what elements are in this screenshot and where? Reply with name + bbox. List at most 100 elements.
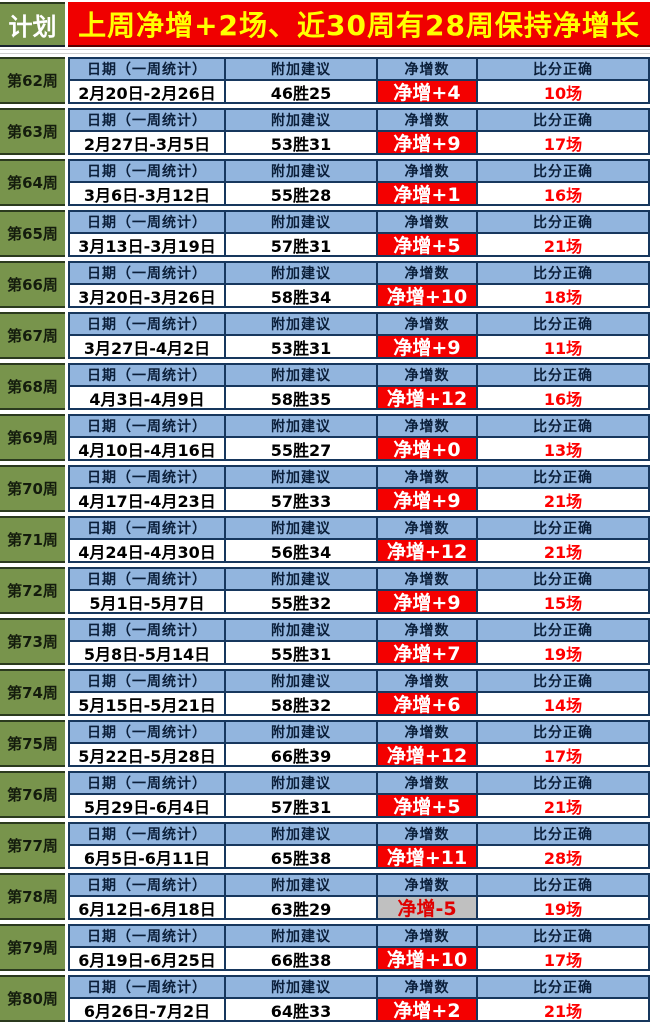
column-header-date: 日期（一周统计） [70,773,224,793]
week-grid: 日期（一周统计） 附加建议 净增数 比分正确 5月29日-6月4日 57胜31 … [68,771,650,818]
column-header-net: 净增数 [378,518,476,538]
plan-cell: 计划 [0,2,65,47]
suggestion-cell: 66胜39 [226,744,376,766]
date-range-cell: 3月13日-3月19日 [70,234,224,256]
column-header-suggestion: 附加建议 [226,416,376,436]
week-label: 第75周 [0,720,65,767]
week-grid: 日期（一周统计） 附加建议 净增数 比分正确 6月26日-7月2日 64胜33 … [68,975,650,1022]
column-header-suggestion: 附加建议 [226,722,376,742]
column-header-net: 净增数 [378,977,476,997]
week-label: 第72周 [0,567,65,614]
suggestion-cell: 55胜32 [226,591,376,613]
net-increase-cell: 净增+9 [378,336,476,359]
week-label: 第70周 [0,465,65,512]
column-header-suggestion: 附加建议 [226,212,376,232]
column-header-score: 比分正确 [478,467,648,487]
week-grid: 日期（一周统计） 附加建议 净增数 比分正确 3月6日-3月12日 55胜28 … [68,159,650,206]
column-header-suggestion: 附加建议 [226,977,376,997]
week-block: 第63周 日期（一周统计） 附加建议 净增数 比分正确 2月27日-3月5日 5… [0,108,650,155]
suggestion-cell: 66胜38 [226,948,376,970]
column-header-score: 比分正确 [478,263,648,283]
net-increase-cell: 净增+4 [378,81,476,104]
net-increase-cell: 净增+5 [378,795,476,818]
week-label: 第78周 [0,873,65,920]
week-block: 第65周 日期（一周统计） 附加建议 净增数 比分正确 3月13日-3月19日 … [0,210,650,257]
date-range-cell: 4月10日-4月16日 [70,438,224,460]
week-block: 第73周 日期（一周统计） 附加建议 净增数 比分正确 5月8日-5月14日 5… [0,618,650,665]
column-header-net: 净增数 [378,824,476,844]
column-header-score: 比分正确 [478,875,648,895]
suggestion-cell: 65胜38 [226,846,376,868]
column-header-score: 比分正确 [478,365,648,385]
column-header-date: 日期（一周统计） [70,110,224,130]
column-header-suggestion: 附加建议 [226,263,376,283]
week-grid: 日期（一周统计） 附加建议 净增数 比分正确 2月27日-3月5日 53胜31 … [68,108,650,155]
column-header-suggestion: 附加建议 [226,671,376,691]
suggestion-cell: 57胜31 [226,795,376,817]
date-range-cell: 2月27日-3月5日 [70,132,224,154]
date-range-cell: 3月6日-3月12日 [70,183,224,205]
column-header-score: 比分正确 [478,110,648,130]
week-grid: 日期（一周统计） 附加建议 净增数 比分正确 4月10日-4月16日 55胜27… [68,414,650,461]
column-header-suggestion: 附加建议 [226,773,376,793]
column-header-net: 净增数 [378,569,476,589]
column-header-date: 日期（一周统计） [70,314,224,334]
week-block: 第74周 日期（一周统计） 附加建议 净增数 比分正确 5月15日-5月21日 … [0,669,650,716]
suggestion-cell: 58胜32 [226,693,376,715]
column-header-date: 日期（一周统计） [70,875,224,895]
score-correct-cell: 10场 [478,81,648,103]
date-range-cell: 4月3日-4月9日 [70,387,224,409]
week-label: 第71周 [0,516,65,563]
net-increase-cell: 净增+9 [378,591,476,614]
week-label: 第68周 [0,363,65,410]
divider-line [0,49,650,54]
suggestion-cell: 58胜35 [226,387,376,409]
column-header-net: 净增数 [378,620,476,640]
week-label: 第62周 [0,57,65,104]
date-range-cell: 6月19日-6月25日 [70,948,224,970]
score-correct-cell: 19场 [478,642,648,664]
column-header-net: 净增数 [378,671,476,691]
score-correct-cell: 21场 [478,795,648,817]
column-header-score: 比分正确 [478,773,648,793]
date-range-cell: 2月20日-2月26日 [70,81,224,103]
week-label: 第79周 [0,924,65,971]
column-header-score: 比分正确 [478,59,648,79]
week-grid: 日期（一周统计） 附加建议 净增数 比分正确 6月5日-6月11日 65胜38 … [68,822,650,869]
week-block: 第68周 日期（一周统计） 附加建议 净增数 比分正确 4月3日-4月9日 58… [0,363,650,410]
column-header-suggestion: 附加建议 [226,875,376,895]
column-header-date: 日期（一周统计） [70,671,224,691]
net-increase-cell: 净增+11 [378,846,476,869]
week-block: 第71周 日期（一周统计） 附加建议 净增数 比分正确 4月24日-4月30日 … [0,516,650,563]
net-increase-cell: 净增+12 [378,744,476,767]
suggestion-cell: 55胜31 [226,642,376,664]
column-header-date: 日期（一周统计） [70,467,224,487]
date-range-cell: 6月12日-6月18日 [70,897,224,919]
date-range-cell: 5月22日-5月28日 [70,744,224,766]
column-header-score: 比分正确 [478,416,648,436]
column-header-score: 比分正确 [478,620,648,640]
column-header-score: 比分正确 [478,518,648,538]
week-block: 第79周 日期（一周统计） 附加建议 净增数 比分正确 6月19日-6月25日 … [0,924,650,971]
score-correct-cell: 17场 [478,948,648,970]
net-increase-cell: 净增+0 [378,438,476,461]
column-header-suggestion: 附加建议 [226,365,376,385]
week-block: 第72周 日期（一周统计） 附加建议 净增数 比分正确 5月1日-5月7日 55… [0,567,650,614]
column-header-net: 净增数 [378,212,476,232]
week-label: 第64周 [0,159,65,206]
week-grid: 日期（一周统计） 附加建议 净增数 比分正确 3月20日-3月26日 58胜34… [68,261,650,308]
column-header-suggestion: 附加建议 [226,824,376,844]
week-grid: 日期（一周统计） 附加建议 净增数 比分正确 6月19日-6月25日 66胜38… [68,924,650,971]
week-label: 第69周 [0,414,65,461]
suggestion-cell: 57胜31 [226,234,376,256]
date-range-cell: 5月1日-5月7日 [70,591,224,613]
column-header-date: 日期（一周统计） [70,722,224,742]
week-label: 第73周 [0,618,65,665]
column-header-net: 净增数 [378,467,476,487]
column-header-suggestion: 附加建议 [226,620,376,640]
net-increase-cell: 净增+1 [378,183,476,206]
column-header-suggestion: 附加建议 [226,518,376,538]
suggestion-cell: 57胜33 [226,489,376,511]
column-header-net: 净增数 [378,416,476,436]
